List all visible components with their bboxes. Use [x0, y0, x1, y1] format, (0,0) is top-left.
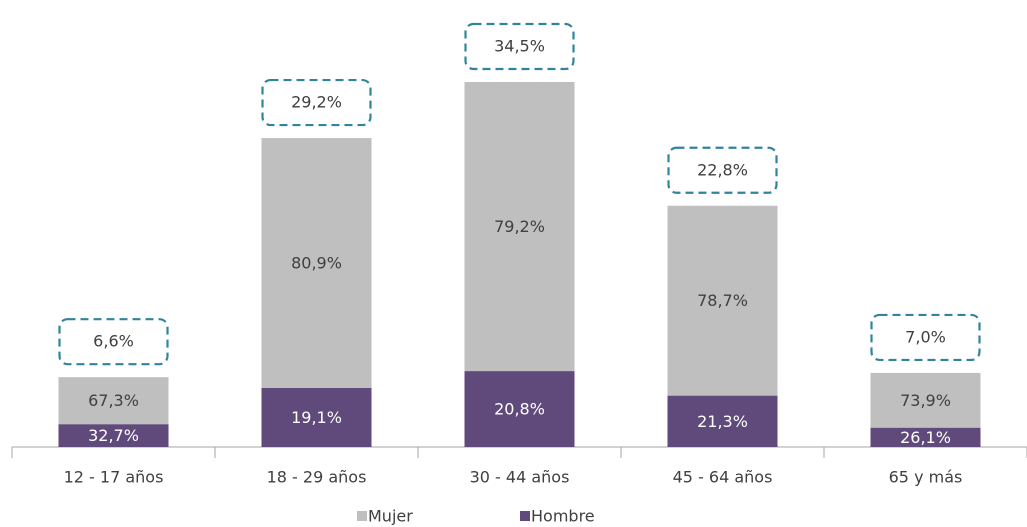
total-box [870, 313, 981, 362]
total-box [261, 78, 372, 127]
x-tick-label: 45 - 64 años [673, 468, 773, 487]
total-box [667, 146, 778, 194]
legend-label: Hombre [531, 507, 595, 526]
legend-swatch [520, 511, 530, 521]
total-box [464, 22, 575, 71]
data-label: 20,8% [494, 400, 545, 419]
total-label: 34,5% [494, 36, 545, 55]
bar-segment [261, 138, 372, 388]
data-label: 32,7% [88, 426, 139, 445]
bar-segment [870, 427, 981, 447]
total-label: 7,0% [905, 327, 946, 346]
data-label: 67,3% [88, 391, 139, 410]
total-label: 22,8% [697, 160, 748, 179]
x-tick-label: 18 - 29 años [267, 468, 367, 487]
data-label: 79,2% [494, 217, 545, 236]
data-label: 21,3% [697, 412, 748, 431]
bar-segment [261, 387, 372, 447]
total-label: 29,2% [291, 93, 342, 112]
bar-segment [464, 371, 575, 447]
x-tick-label: 30 - 44 años [470, 468, 570, 487]
legend-swatch [357, 511, 367, 521]
bar-segment [464, 81, 575, 372]
data-label: 19,1% [291, 408, 342, 427]
data-label: 26,1% [900, 428, 951, 447]
total-label: 6,6% [93, 332, 134, 351]
bar-segment [58, 424, 169, 447]
x-tick-label: 65 y más [889, 468, 963, 487]
bar-segment [667, 205, 778, 396]
data-label: 73,9% [900, 391, 951, 410]
data-label: 80,9% [291, 254, 342, 273]
data-label: 78,7% [697, 291, 748, 310]
bar-segment [870, 372, 981, 428]
legend-label: Mujer [368, 507, 413, 526]
total-box [58, 318, 169, 366]
bar-segment [58, 377, 169, 425]
x-tick-label: 12 - 17 años [64, 468, 164, 487]
bar-segment [667, 395, 778, 447]
